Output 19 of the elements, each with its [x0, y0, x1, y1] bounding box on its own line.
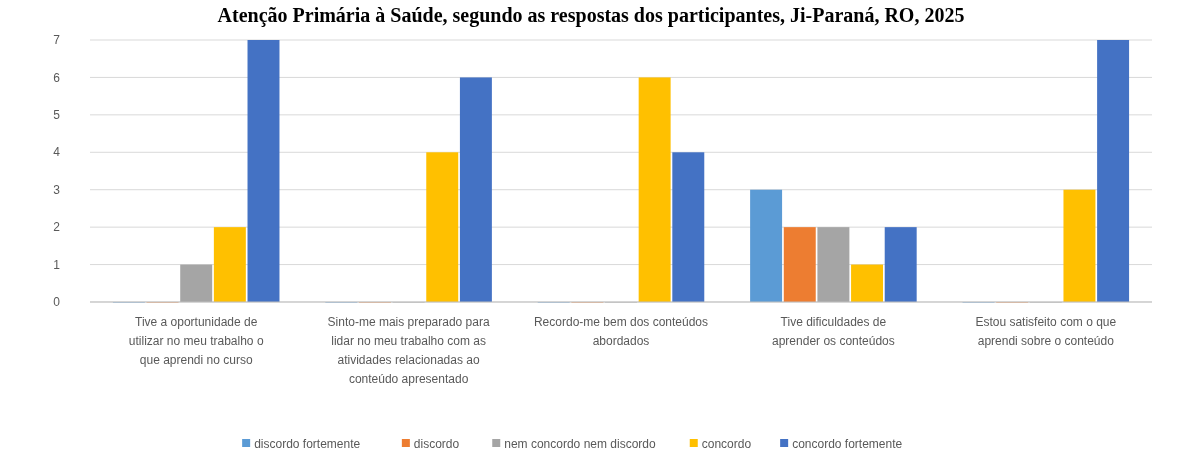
- x-tick-label: Tive dificuldades de aprender os conteúdos: [772, 315, 895, 348]
- legend-label: concordo: [701, 437, 752, 452]
- y-tick-label: 1: [53, 257, 61, 272]
- x-tick-label: Sinto-me mais preparado para lidar no meu trabalho com as atividades relacionadas ao conteúdo apresentado: [327, 315, 490, 386]
- legend-label: concordo fortemente: [792, 437, 903, 452]
- y-tick-label: 6: [53, 70, 61, 85]
- y-tick-label: 3: [53, 182, 61, 197]
- y-tick-label: 2: [53, 220, 61, 235]
- y-tick-label: 0: [53, 295, 61, 310]
- legend-label: discordo: [413, 437, 460, 452]
- legend-label: discordo fortemente: [254, 437, 361, 452]
- x-tick-label: Recordo-me bem dos conteúdos abordados: [533, 315, 709, 348]
- legend-label: nem concordo nem discordo: [504, 437, 656, 452]
- y-tick-label: 5: [53, 108, 61, 123]
- y-tick-label: 7: [53, 33, 61, 48]
- x-tick-label: Tive a oportunidade de utilizar no meu trabalho o que aprendi no curso: [128, 315, 264, 367]
- y-tick-label: 4: [53, 145, 61, 160]
- chart-title: Atenção Primária à Saúde, segundo as respostas dos participantes, Ji-Paraná, RO, 2025: [217, 4, 965, 27]
- x-tick-label: Estou satisfeito com o que aprendi sobre o conteúdo: [975, 315, 1117, 348]
